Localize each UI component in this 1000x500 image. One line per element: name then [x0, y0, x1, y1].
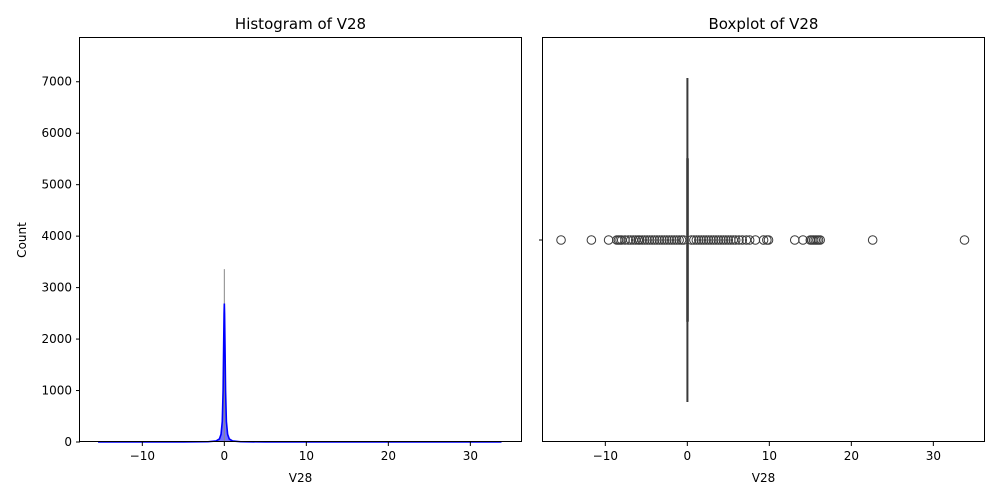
histogram-y-tick-label: 1000: [41, 384, 72, 398]
histogram-y-tick-label: 3000: [41, 281, 72, 295]
boxplot-outlier-point: [694, 235, 704, 245]
boxplot-outlier-point: [716, 235, 726, 245]
histogram-y-tick-label: 5000: [41, 178, 72, 192]
boxplot-outlier-point: [758, 235, 769, 245]
boxplot-outlier-point: [666, 235, 677, 245]
histogram-y-tick-label: 0: [64, 435, 72, 449]
boxplot-x-tick-label: 10: [762, 449, 777, 463]
boxplot-outlier-point: [586, 235, 597, 245]
boxplot-outlier-point: [730, 235, 741, 245]
boxplot-outlier-point: [674, 235, 684, 245]
histogram-axes-frame: [79, 37, 522, 442]
histogram-title: Histogram of V28: [235, 15, 366, 33]
boxplot-outlier-point: [734, 235, 744, 245]
boxplot-outlier-point: [662, 235, 672, 245]
boxplot-outlier-point: [669, 235, 680, 245]
boxplot-outlier-point: [637, 235, 648, 245]
boxplot-outlier-point: [959, 235, 970, 245]
boxplot-outlier-point: [737, 235, 748, 245]
boxplot-outlier-point: [644, 235, 655, 245]
boxplot-outlier-point: [654, 235, 665, 245]
boxplot-outlier-point: [691, 235, 702, 245]
boxplot-outlier-point: [647, 235, 657, 245]
histogram-x-tick-label: 20: [381, 449, 396, 463]
boxplot-outlier-point: [696, 235, 707, 245]
boxplot-outlier-point: [698, 235, 709, 245]
histogram-y-label: Count: [15, 222, 29, 258]
histogram-x-tick-label: 0: [221, 449, 229, 463]
boxplot-x-tick-label: −10: [593, 449, 618, 463]
boxplot-axes-frame: [542, 37, 985, 442]
boxplot-outlier-point: [603, 235, 614, 245]
boxplot-x-tick-label: 20: [844, 449, 859, 463]
histogram-bars-area: [98, 303, 502, 442]
boxplot-x-tick-label: 30: [926, 449, 941, 463]
boxplot-outlier-point: [689, 235, 699, 245]
boxplot-outlier-point: [744, 235, 755, 245]
boxplot-outlier-point: [750, 235, 761, 245]
boxplot-x-ticks: −10 0 10 20 30: [593, 442, 941, 463]
histogram-y-ticks: 0 1000 2000 3000 4000 5000 6000 7000: [41, 75, 80, 449]
boxplot-outlier-point: [671, 235, 682, 245]
boxplot-outlier-point: [713, 235, 724, 245]
boxplot-outlier-point: [639, 235, 650, 245]
boxplot-outlier-point: [664, 235, 675, 245]
boxplot-outlier-point: [659, 235, 670, 245]
boxplot-plot-area: [556, 78, 970, 402]
histogram-y-tick-label: 2000: [41, 332, 72, 346]
boxplot-outlier-point: [718, 235, 729, 245]
boxplot-outlier-point: [706, 235, 716, 245]
boxplot-outlier-point: [657, 235, 667, 245]
boxplot-outlier-point: [708, 235, 719, 245]
boxplot-panel: Boxplot of V28 −10 0 10 20 30 V28: [539, 15, 985, 485]
histogram-plot-area: [98, 269, 502, 443]
boxplot-outlier-point: [723, 235, 734, 245]
histogram-y-tick-label: 4000: [41, 229, 72, 243]
boxplot-title: Boxplot of V28: [709, 15, 819, 33]
boxplot-x-label: V28: [752, 471, 775, 485]
boxplot-outlier-point: [711, 235, 721, 245]
kde-line: [98, 303, 502, 443]
boxplot-x-tick-label: 0: [684, 449, 692, 463]
boxplot-outlier-point: [867, 235, 878, 245]
histogram-y-tick-label: 7000: [41, 75, 72, 89]
boxplot-outlier-point: [556, 235, 566, 245]
boxplot-outlier-point: [721, 235, 731, 245]
histogram-x-tick-label: 10: [299, 449, 314, 463]
histogram-panel: Histogram of V28 −10 0 10 20 30 0 1000 2000 300…: [15, 15, 522, 485]
boxplot-outlier-point: [703, 235, 714, 245]
boxplot-outlier-point: [649, 235, 660, 245]
histogram-x-tick-label: 30: [463, 449, 478, 463]
histogram-x-ticks: −10 0 10 20 30: [130, 442, 478, 463]
histogram-x-tick-label: −10: [130, 449, 155, 463]
histogram-x-label: V28: [289, 471, 312, 485]
boxplot-outlier-point: [789, 235, 800, 245]
boxplot-outlier-point: [642, 235, 652, 245]
boxplot-outlier-point: [701, 235, 711, 245]
boxplot-outlier-point: [815, 235, 825, 245]
histogram-y-tick-label: 6000: [41, 126, 72, 140]
boxplot-outlier-point: [634, 235, 645, 245]
boxplot-outlier-point: [763, 235, 774, 245]
boxplot-outlier-point: [623, 235, 634, 245]
boxplot-outlier-point: [652, 235, 662, 245]
